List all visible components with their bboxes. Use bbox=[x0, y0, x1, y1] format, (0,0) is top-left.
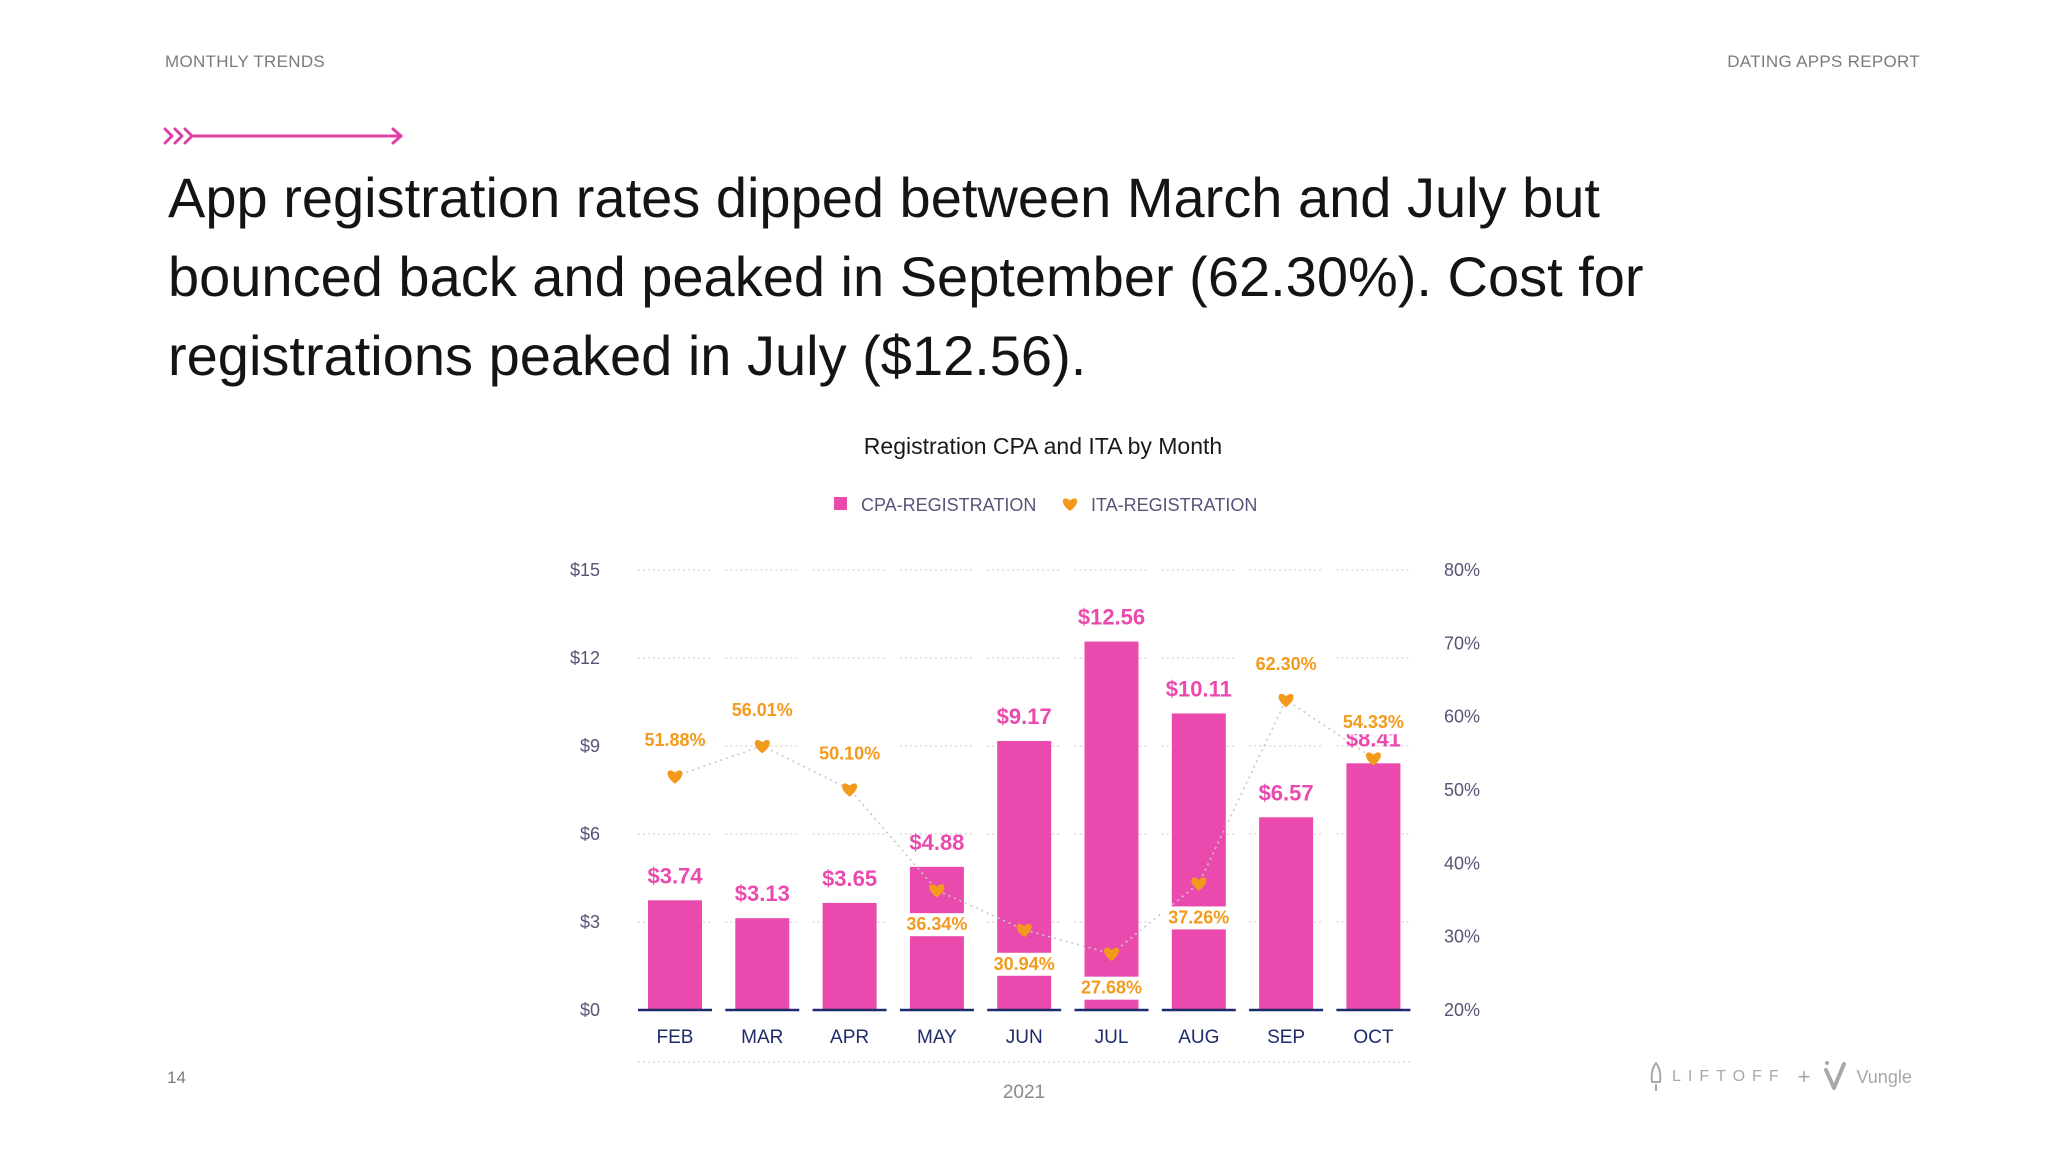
cpa-bar bbox=[1346, 763, 1401, 1010]
ita-value-label: 27.68% bbox=[1081, 978, 1142, 998]
month-label: JUL bbox=[1095, 1027, 1129, 1048]
month-label: AUG bbox=[1178, 1027, 1219, 1048]
right-tick-label: 30% bbox=[1444, 927, 1480, 947]
cpa-value-label: $6.57 bbox=[1259, 780, 1314, 805]
cpa-value-label: $9.17 bbox=[997, 704, 1052, 729]
cpa-bar bbox=[648, 900, 702, 1010]
right-tick-label: 50% bbox=[1444, 780, 1480, 800]
legend-cpa-swatch bbox=[834, 497, 847, 510]
cpa-value-label: $10.11 bbox=[1166, 676, 1232, 701]
ita-value-label: 56.01% bbox=[732, 700, 793, 720]
right-tick-label: 60% bbox=[1444, 707, 1480, 727]
ita-heart-icon bbox=[929, 884, 945, 898]
ita-label-bg bbox=[1336, 711, 1411, 735]
legend-cpa-label: CPA-REGISTRATION bbox=[861, 495, 1036, 515]
cpa-value-label: $12.56 bbox=[1078, 605, 1145, 630]
ita-label-bg bbox=[725, 698, 800, 722]
right-tick-label: 80% bbox=[1444, 560, 1480, 580]
ita-heart-icon bbox=[1278, 693, 1294, 708]
report-label: DATING APPS REPORT bbox=[1727, 52, 1920, 71]
cpa-value-label: $4.88 bbox=[909, 830, 964, 855]
legend-ita-heart-icon bbox=[1062, 498, 1078, 511]
right-tick-label: 70% bbox=[1444, 633, 1480, 653]
rocket-icon bbox=[1650, 1062, 1662, 1091]
right-tick-label: 20% bbox=[1444, 1000, 1480, 1020]
left-tick-label: $15 bbox=[570, 560, 600, 580]
left-tick-label: $0 bbox=[580, 1000, 600, 1020]
cpa-bar bbox=[822, 902, 877, 1010]
left-tick-label: $3 bbox=[580, 912, 600, 932]
liftoff-logo: LIFTOFF bbox=[1672, 1068, 1786, 1085]
ita-label-bg bbox=[812, 742, 887, 766]
month-label: MAY bbox=[917, 1027, 957, 1048]
month-label: JUN bbox=[1006, 1027, 1043, 1048]
brand-plus: + bbox=[1797, 1064, 1811, 1089]
chart-title: Registration CPA and ITA by Month bbox=[864, 433, 1222, 459]
brand-logos: LIFTOFF + Vungle bbox=[1648, 1055, 1928, 1099]
ita-heart-icon bbox=[842, 783, 858, 797]
legend-ita-label: ITA-REGISTRATION bbox=[1091, 495, 1257, 515]
month-label: OCT bbox=[1353, 1027, 1394, 1048]
cpa-value-label: $3.13 bbox=[735, 881, 790, 906]
ita-heart-icon bbox=[1365, 752, 1381, 766]
ita-label-bg bbox=[1161, 906, 1236, 930]
month-label: FEB bbox=[657, 1027, 694, 1048]
ita-value-label: 50.10% bbox=[819, 743, 880, 763]
month-label: APR bbox=[830, 1027, 869, 1048]
ita-value-label: 36.34% bbox=[906, 914, 967, 934]
ita-label-bg bbox=[638, 729, 712, 753]
section-label: MONTHLY TRENDS bbox=[165, 52, 326, 71]
left-tick-label: $12 bbox=[570, 648, 600, 668]
ita-value-label: 37.26% bbox=[1168, 907, 1229, 927]
month-label: SEP bbox=[1267, 1027, 1305, 1048]
month-label: MAR bbox=[741, 1027, 783, 1048]
ita-value-label: 54.33% bbox=[1343, 712, 1404, 732]
left-tick-label: $9 bbox=[580, 736, 600, 756]
cpa-value-label: $3.74 bbox=[647, 863, 703, 888]
ita-heart-icon bbox=[667, 770, 683, 784]
cpa-bar bbox=[735, 918, 790, 1010]
cpa-bar bbox=[1084, 641, 1139, 1010]
ita-label-bg bbox=[987, 952, 1062, 976]
ita-label-bg bbox=[1249, 652, 1324, 676]
vungle-logo: Vungle bbox=[1856, 1066, 1912, 1087]
cpa-value-label: $3.65 bbox=[822, 866, 877, 891]
accent-arrow-icon bbox=[163, 127, 403, 145]
ita-heart-icon bbox=[1191, 877, 1207, 891]
ita-heart-icon bbox=[1016, 923, 1032, 938]
x-axis-label: 2021 bbox=[1003, 1082, 1045, 1103]
page-number: 14 bbox=[167, 1068, 186, 1087]
cpa-bar bbox=[1259, 817, 1314, 1010]
ita-label-bg bbox=[899, 913, 974, 937]
left-tick-label: $6 bbox=[580, 824, 600, 844]
ita-line bbox=[674, 698, 1374, 955]
ita-value-label: 30.94% bbox=[994, 954, 1055, 974]
cpa-bar bbox=[1171, 713, 1226, 1010]
ita-value-label: 51.88% bbox=[644, 730, 705, 750]
page-headline: App registration rates dipped between Ma… bbox=[168, 166, 1644, 387]
ita-value-label: 62.30% bbox=[1256, 654, 1317, 674]
ita-heart-icon bbox=[754, 740, 770, 754]
ita-heart-icon bbox=[1103, 947, 1120, 962]
vungle-v-icon bbox=[1824, 1061, 1847, 1090]
ita-label-bg bbox=[1074, 976, 1149, 1000]
right-tick-label: 40% bbox=[1444, 853, 1480, 873]
